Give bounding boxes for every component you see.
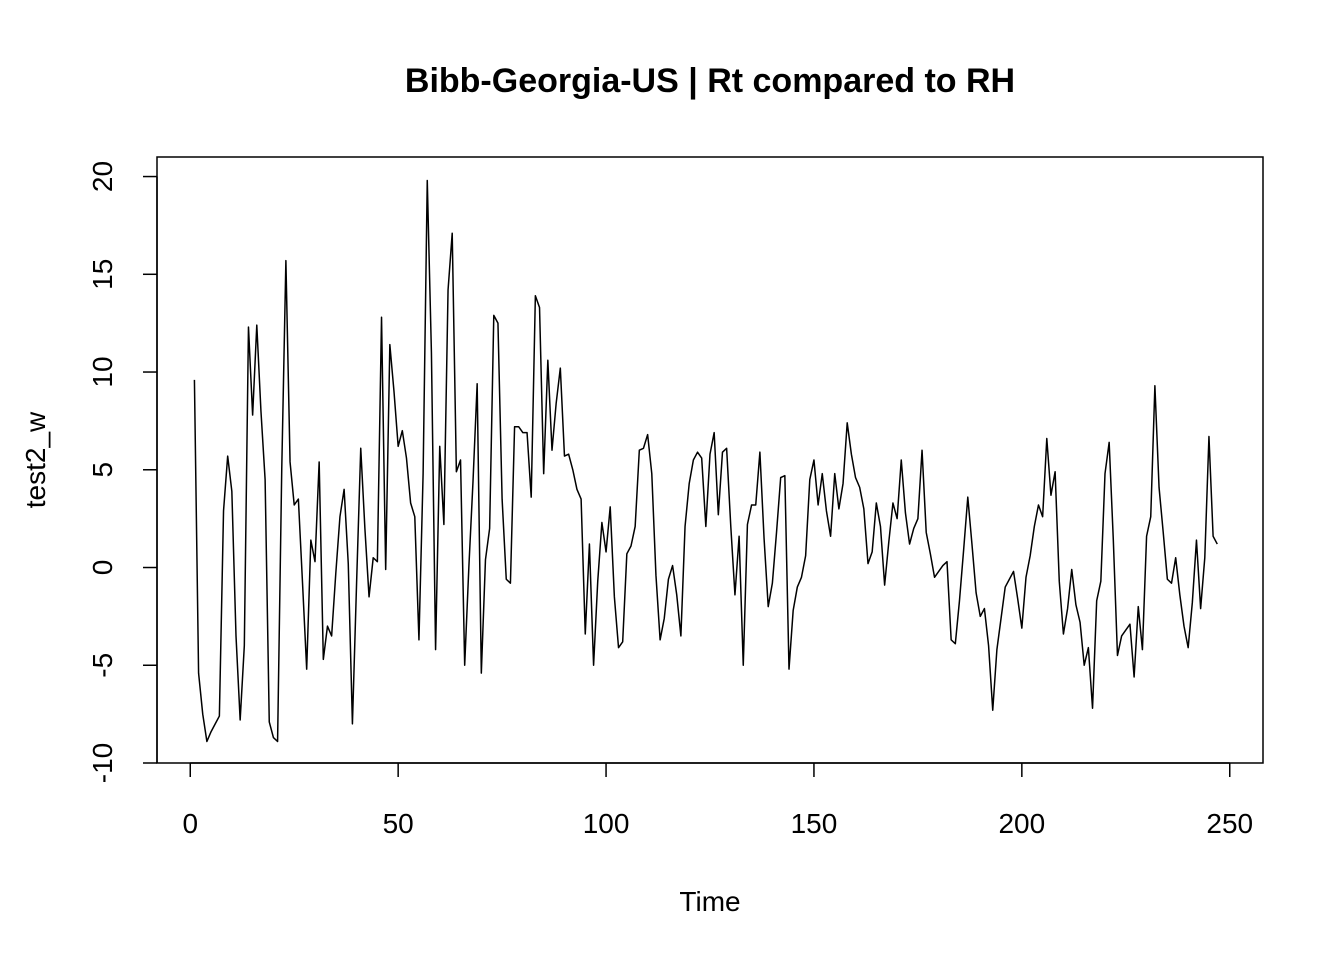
- x-axis-title: Time: [679, 886, 740, 917]
- x-tick-label: 100: [583, 808, 630, 839]
- y-axis-title: test2_w: [20, 411, 51, 508]
- y-tick-label: 0: [87, 560, 118, 576]
- x-axis: 0 50 100 150 200 250: [182, 762, 1253, 839]
- y-tick-label: 5: [87, 462, 118, 478]
- y-tick-label: -5: [87, 653, 118, 678]
- y-tick-label: -10: [87, 743, 118, 783]
- x-tick-label: 200: [998, 808, 1045, 839]
- series-line-test2-w: [193, 179, 1218, 743]
- chart-title: Bibb-Georgia-US | Rt compared to RH: [405, 62, 1015, 100]
- x-tick-label: 0: [182, 808, 198, 839]
- y-tick-label: 20: [87, 161, 118, 192]
- x-tick-label: 250: [1206, 808, 1253, 839]
- y-tick-label: 15: [87, 259, 118, 290]
- x-tick-label: 50: [383, 808, 414, 839]
- y-tick-label: 10: [87, 356, 118, 387]
- y-axis: -10 -5 0 5 10 15 20: [87, 161, 158, 783]
- x-tick-label: 150: [791, 808, 838, 839]
